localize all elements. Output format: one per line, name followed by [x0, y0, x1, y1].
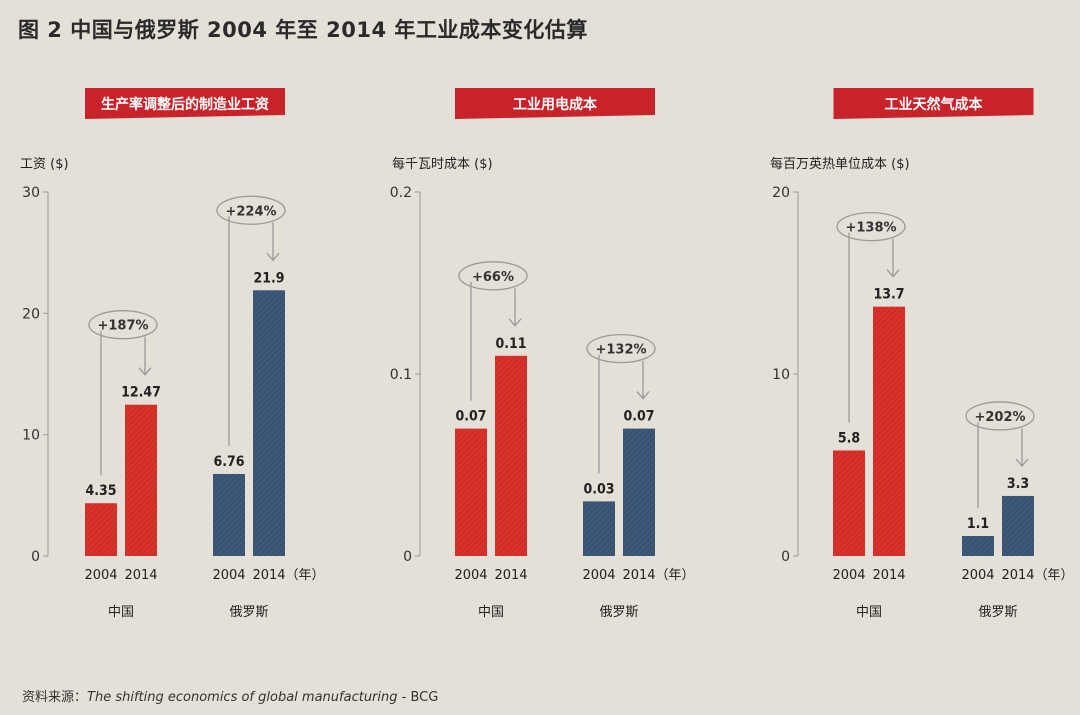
panel2-title: 工业用电成本 [513, 96, 598, 113]
panel2-ylabel: 每千瓦时成本 ($) [392, 156, 493, 172]
panel3-change-label: +202% [974, 410, 1025, 425]
panel2-change-label: +132% [595, 343, 646, 358]
panel3-ylabel: 每百万英热单位成本 ($) [770, 156, 910, 172]
panel2-country-label: 俄罗斯 [599, 605, 638, 620]
panel1-change-bubble [88, 310, 158, 340]
panel2-bar [623, 428, 655, 556]
panel1-ytick-label: 30 [22, 185, 40, 201]
panel3-title: 工业天然气成本 [885, 96, 984, 113]
panel1-ytick-label: 20 [22, 306, 40, 322]
panel3-value-label: 1.1 [967, 516, 989, 532]
panel3-value-label: 5.8 [838, 430, 860, 446]
panel2-change-arrow-head [636, 391, 650, 400]
panel1-value-label: 4.35 [85, 483, 116, 499]
panel2-year-label: 2014 [622, 568, 655, 583]
panel3-year-label: 2004 [832, 568, 865, 583]
panel3-bar [1002, 495, 1034, 556]
panel3-change-arrow-head [886, 269, 900, 278]
panel1-year-label: 2014 [124, 568, 157, 583]
panel3-value-label: 13.7 [873, 287, 904, 303]
panel2-title-banner [455, 88, 655, 119]
source-title: The shifting economics of global manufac… [87, 690, 398, 705]
panel1-year-unit: （年） [285, 568, 324, 583]
panel2-value-label: 0.03 [583, 481, 614, 497]
panel1-change-arrow-head [138, 367, 152, 376]
panel2-year-label: 2014 [494, 568, 527, 583]
panel3-ytick-label: 0 [781, 549, 790, 565]
panel1-ylabel: 工资 ($) [20, 157, 69, 172]
panel3-ytick-label: 20 [772, 185, 790, 201]
panel1-year-label: 2004 [84, 568, 117, 583]
panel3-change-bubble [836, 212, 906, 242]
panel2-bar [583, 501, 615, 556]
panel3-bar [962, 535, 994, 556]
panel1-change-bubble [216, 195, 286, 225]
panel1-country-label: 俄罗斯 [229, 605, 268, 620]
source-suffix: - BCG [397, 690, 439, 705]
panel2-bar [495, 355, 527, 556]
panel1-change-label: +224% [225, 204, 276, 219]
panel2-ytick-label: 0.2 [390, 185, 412, 201]
panel3-year-label: 2014 [1001, 568, 1034, 583]
panel1-value-label: 12.47 [121, 385, 161, 401]
panel1-value-label: 21.9 [253, 270, 284, 286]
panel1-year-label: 2014 [252, 568, 285, 583]
panel3-bar [833, 450, 865, 556]
panel2-value-label: 0.07 [455, 409, 486, 425]
panel1-value-label: 6.76 [213, 454, 244, 470]
panel3-change-label: +138% [845, 221, 896, 236]
panel2-change-label: +66% [472, 270, 514, 285]
panel3-value-label: 3.3 [1007, 476, 1029, 492]
panel3-country-label: 中国 [856, 605, 882, 620]
panel1-bar [85, 503, 117, 556]
panel1-change-arrow-head [266, 252, 280, 262]
panel2-value-label: 0.11 [495, 336, 526, 352]
panel3-bar [873, 306, 905, 556]
panel3-change-bubble [965, 401, 1035, 431]
panel2-bar [455, 428, 487, 556]
panel3-year-label: 2004 [961, 568, 994, 583]
panel1-bar [253, 290, 285, 556]
panel3-country-label: 俄罗斯 [978, 605, 1017, 620]
panel2-change-arrow-head [508, 318, 522, 327]
source-prefix: 资料来源： [22, 690, 88, 705]
panel3-title-banner [833, 88, 1034, 119]
panel1-year-label: 2004 [212, 568, 245, 583]
panel2-change-bubble [458, 261, 528, 291]
panel1-bar [125, 404, 157, 556]
panel1-title: 生产率调整后的制造业工资 [101, 96, 269, 113]
panel1-ytick-label: 10 [22, 428, 40, 444]
panel2-year-label: 2004 [454, 568, 487, 583]
panel2-year-unit: （年） [655, 568, 694, 583]
panel1-change-label: +187% [97, 319, 148, 334]
panel1-bar [213, 473, 245, 556]
panel1-title-banner [85, 88, 285, 119]
panel3-year-unit: （年） [1034, 568, 1073, 583]
panel2-country-label: 中国 [478, 605, 504, 620]
panel2-change-bubble [586, 333, 656, 364]
panel2-value-label: 0.07 [623, 409, 654, 425]
source-note: 资料来源：The shifting economics of global ma… [22, 686, 438, 705]
panel2-ytick-label: 0.1 [390, 367, 412, 383]
panel1-country-label: 中国 [108, 605, 134, 620]
panel3-year-label: 2014 [872, 568, 905, 583]
figure-title: 图 2 中国与俄罗斯 2004 年至 2014 年工业成本变化估算 [18, 18, 588, 42]
panel1-ytick-label: 0 [31, 549, 40, 565]
panel2-ytick-label: 0 [403, 549, 412, 565]
panel3-ytick-label: 10 [772, 367, 790, 383]
panel2-year-label: 2004 [582, 568, 615, 583]
panel3-change-arrow-head [1015, 458, 1029, 467]
